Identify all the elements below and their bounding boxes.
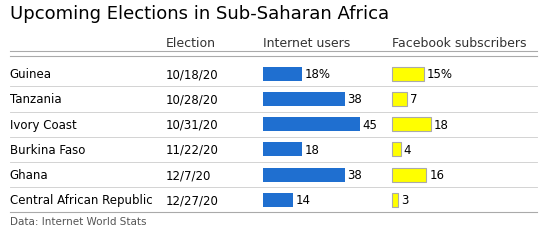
Text: Facebook subscribers: Facebook subscribers (392, 36, 526, 49)
Text: Upcoming Elections in Sub-Saharan Africa: Upcoming Elections in Sub-Saharan Africa (10, 5, 389, 23)
Bar (392, 93, 407, 106)
Bar (392, 143, 400, 157)
Text: Ghana: Ghana (10, 168, 48, 181)
Text: Burkina Faso: Burkina Faso (10, 143, 85, 156)
Text: Tanzania: Tanzania (10, 93, 61, 106)
Text: 7: 7 (410, 93, 417, 106)
Bar (263, 143, 301, 157)
Bar (263, 118, 360, 132)
Text: Data: Internet World Stats: Data: Internet World Stats (10, 216, 146, 226)
Bar (263, 67, 301, 81)
Bar (263, 168, 344, 182)
Text: 38: 38 (347, 93, 362, 106)
Text: 3: 3 (401, 194, 409, 207)
Bar (392, 193, 399, 207)
Text: Ivory Coast: Ivory Coast (10, 118, 76, 131)
Text: 14: 14 (296, 194, 311, 207)
Text: 18%: 18% (304, 68, 330, 81)
Bar (263, 193, 293, 207)
Text: Internet users: Internet users (263, 36, 350, 49)
Text: 18: 18 (433, 118, 449, 131)
Text: 4: 4 (403, 143, 411, 156)
Text: 10/31/20: 10/31/20 (166, 118, 218, 131)
Text: 12/27/20: 12/27/20 (166, 194, 218, 207)
Text: 10/18/20: 10/18/20 (166, 68, 218, 81)
Text: 38: 38 (347, 168, 362, 181)
Text: 18: 18 (304, 143, 319, 156)
Text: 12/7/20: 12/7/20 (166, 168, 211, 181)
Text: Election: Election (166, 36, 216, 49)
Bar (392, 168, 427, 182)
Text: Guinea: Guinea (10, 68, 52, 81)
Bar (392, 67, 424, 81)
Text: 45: 45 (362, 118, 377, 131)
Bar (263, 93, 344, 106)
Text: 15%: 15% (427, 68, 453, 81)
Text: 16: 16 (429, 168, 444, 181)
Bar (392, 118, 431, 132)
Text: Central African Republic: Central African Republic (10, 194, 152, 207)
Text: 11/22/20: 11/22/20 (166, 143, 218, 156)
Text: 10/28/20: 10/28/20 (166, 93, 218, 106)
